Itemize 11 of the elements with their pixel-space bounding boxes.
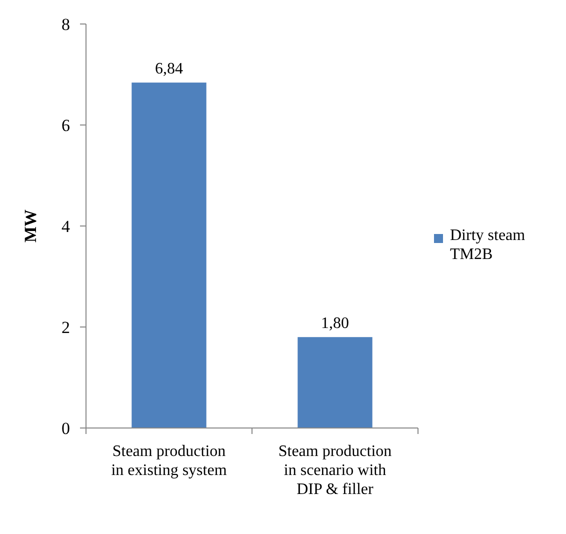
legend-label: Dirty steam TM2B	[450, 227, 526, 263]
y-tick-label: 4	[62, 216, 70, 236]
y-tick-label: 8	[62, 14, 70, 34]
y-axis-title: MW	[21, 209, 40, 243]
y-tick-label: 6	[62, 116, 70, 135]
data-label: 1,80	[321, 315, 349, 332]
x-tick-label: Steam production in existing system	[111, 443, 228, 479]
data-label: 6,84	[155, 60, 183, 78]
y-tick-label: 0	[62, 418, 70, 438]
x-tick-label: Steam production in scenario with DIP & filler	[278, 443, 392, 498]
y-tick-label: 2	[62, 318, 70, 337]
